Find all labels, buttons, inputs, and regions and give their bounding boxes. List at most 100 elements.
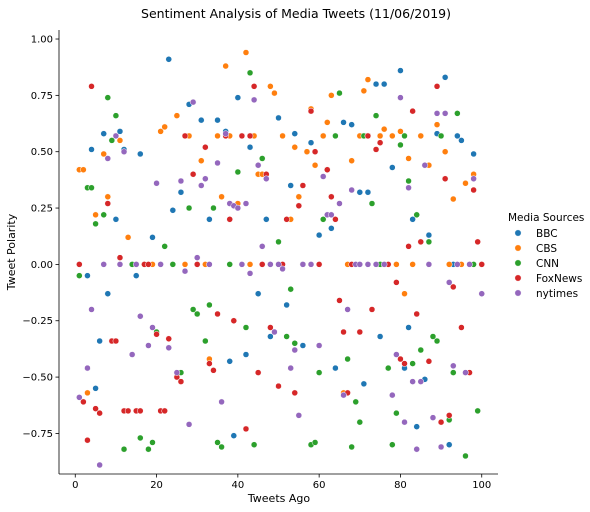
data-point [223,63,229,69]
data-point [194,311,200,317]
data-point [227,261,233,267]
data-point [296,203,302,209]
data-point [84,273,90,279]
data-point [446,279,452,285]
data-point [190,171,196,177]
data-point [308,140,314,146]
data-point [373,146,379,152]
data-point [259,243,265,249]
data-point [389,133,395,139]
x-axis-ticks: 0 20 40 60 80 100 [72,474,491,491]
legend-marker [515,290,521,296]
data-point [154,331,160,337]
y-tick-label: 0.50 [31,147,53,158]
data-point [426,261,432,267]
data-point [320,173,326,179]
data-point [76,394,82,400]
data-point [178,178,184,184]
data-point [292,390,298,396]
data-point [280,266,286,272]
data-point [369,201,375,207]
data-point [377,133,383,139]
y-tick-label: −0.25 [22,316,53,327]
data-point [332,133,338,139]
data-point [406,178,412,184]
data-point [406,325,412,331]
x-tick-label: 0 [72,480,78,491]
data-point [105,95,111,101]
data-point [328,212,334,218]
data-point [166,345,172,351]
data-point [336,201,342,207]
data-point [125,408,131,414]
data-point [336,90,342,96]
data-point [145,343,151,349]
data-point [137,408,143,414]
data-point [101,261,107,267]
data-point [393,279,399,285]
data-point [215,133,221,139]
data-point [479,261,485,267]
data-point [349,122,355,128]
data-point [381,126,387,132]
data-point [304,149,310,155]
y-tick-label: 1.00 [31,35,53,46]
y-axis-label: Tweet Polarity [5,213,18,291]
data-point [198,183,204,189]
data-point [263,216,269,222]
data-point [101,131,107,137]
data-point [259,261,265,267]
data-point [316,261,322,267]
data-point [206,261,212,267]
data-point [320,133,326,139]
data-point [215,311,221,317]
data-point [406,243,412,249]
data-point [93,212,99,218]
data-point [251,83,257,89]
data-point [450,370,456,376]
data-point [296,412,302,418]
data-point [202,144,208,150]
data-point [418,347,424,353]
data-point [475,408,481,414]
data-point [454,261,460,267]
data-point [267,261,273,267]
data-point [471,176,477,182]
data-point [89,306,95,312]
data-point [308,261,314,267]
data-point [300,183,306,189]
data-point [385,365,391,371]
legend-label: CBS [536,243,557,255]
data-point [458,325,464,331]
data-point [365,133,371,139]
data-point [357,189,363,195]
data-point [97,410,103,416]
data-point [458,137,464,143]
data-point [227,358,233,364]
data-point [414,311,420,317]
data-point [312,439,318,445]
data-point [243,426,249,432]
data-point [345,306,351,312]
data-point [219,194,225,200]
data-point [198,117,204,123]
data-point [215,117,221,123]
data-point [101,212,107,218]
data-point [170,207,176,213]
data-point [402,291,408,297]
data-point [397,95,403,101]
y-tick-label: −0.75 [22,429,53,440]
y-tick-label: −0.50 [22,373,53,384]
data-point [450,196,456,202]
data-point [105,201,111,207]
data-point [271,329,277,335]
data-point [418,239,424,245]
data-point [243,201,249,207]
data-point [145,261,151,267]
data-point [84,365,90,371]
data-point [186,205,192,211]
data-point [76,261,82,267]
data-point [402,133,408,139]
data-point [349,158,355,164]
